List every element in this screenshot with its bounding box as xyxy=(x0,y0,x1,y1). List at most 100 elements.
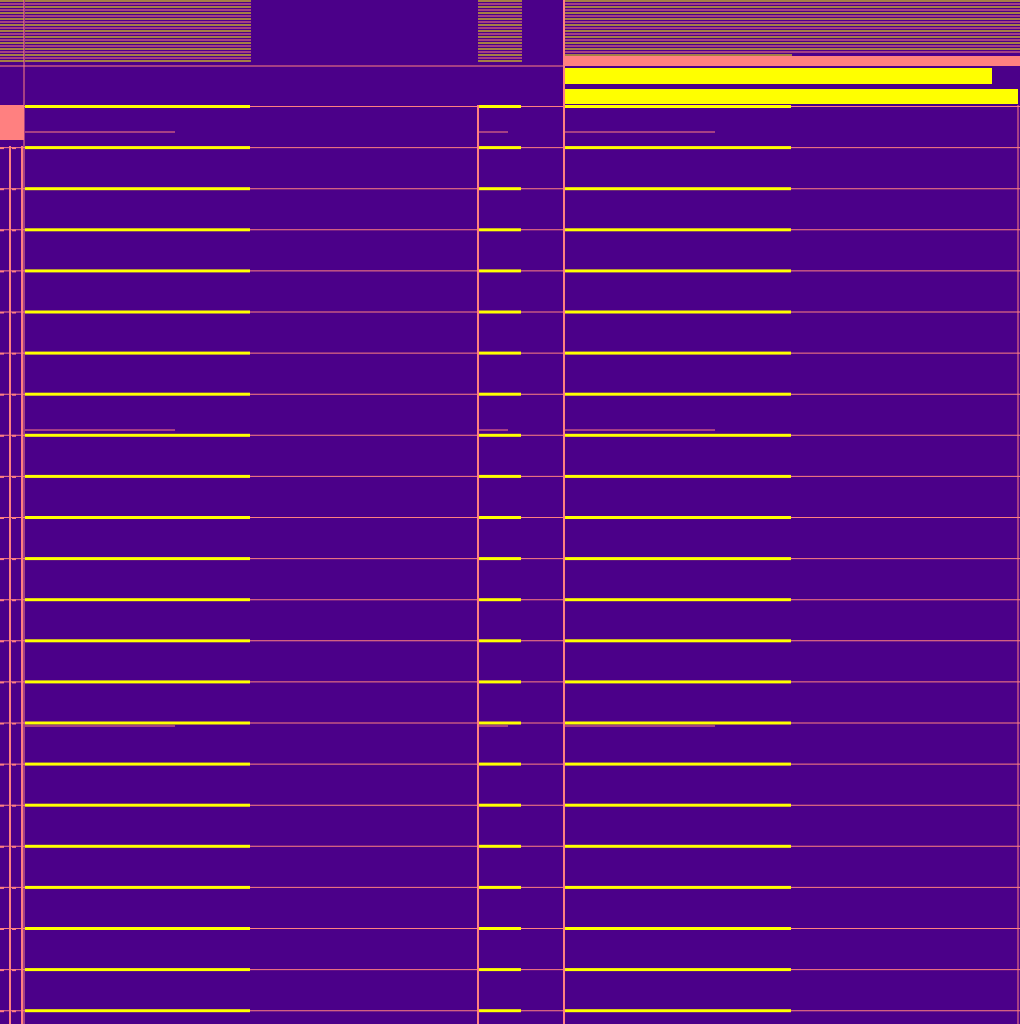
row-marker xyxy=(12,517,16,519)
row-marker xyxy=(0,475,4,478)
row-marker xyxy=(12,106,16,108)
row-highlight xyxy=(478,269,521,273)
row-marker xyxy=(12,599,16,602)
row-highlight xyxy=(565,433,791,437)
row-highlight xyxy=(565,598,791,602)
row-highlight xyxy=(25,762,250,766)
row-marker xyxy=(0,681,4,684)
row-marker xyxy=(0,188,4,191)
row-highlight xyxy=(565,1009,791,1013)
row-highlight xyxy=(478,1009,521,1013)
row-marker xyxy=(0,311,4,314)
row-highlight xyxy=(478,598,521,602)
row-highlight xyxy=(478,803,521,807)
row-highlight xyxy=(478,639,521,643)
row-highlight xyxy=(25,474,250,478)
row-highlight xyxy=(565,269,791,273)
row-highlight xyxy=(25,433,250,437)
header-stripes xyxy=(0,0,1020,62)
row-highlight xyxy=(25,968,250,972)
row-highlight xyxy=(25,885,250,889)
row-highlight xyxy=(565,762,791,766)
row-marker xyxy=(0,106,4,108)
row-highlight xyxy=(565,310,791,314)
row-marker xyxy=(12,558,16,561)
row-marker xyxy=(12,311,16,314)
row-highlight xyxy=(565,474,791,478)
row-marker xyxy=(0,270,4,273)
row-marker xyxy=(12,845,16,848)
row-highlight xyxy=(478,146,521,150)
row-marker xyxy=(12,475,16,478)
rows xyxy=(0,105,1020,1013)
row-marker xyxy=(0,229,4,232)
row-marker xyxy=(0,969,4,972)
row-marker xyxy=(12,229,16,232)
row-highlight xyxy=(478,433,521,437)
row-highlight xyxy=(25,803,250,807)
row-highlight xyxy=(478,721,521,725)
row-highlight xyxy=(565,803,791,807)
row-highlight xyxy=(25,598,250,602)
row-highlight xyxy=(565,187,791,191)
row-highlight xyxy=(565,844,791,848)
row-marker xyxy=(12,886,16,889)
row-highlight xyxy=(565,105,791,108)
row-highlight xyxy=(565,721,791,725)
row-highlight xyxy=(565,557,791,561)
row-highlight xyxy=(565,680,791,684)
row-highlight xyxy=(565,516,791,519)
row-highlight xyxy=(478,680,521,684)
row-highlight xyxy=(478,516,521,519)
row-highlight xyxy=(25,310,250,314)
row-marker xyxy=(0,928,4,930)
row-highlight xyxy=(25,269,250,273)
row-highlight xyxy=(25,721,250,725)
row-highlight xyxy=(565,968,791,972)
row-marker xyxy=(12,393,16,396)
row-marker xyxy=(0,434,4,437)
row-marker xyxy=(0,393,4,396)
row-marker xyxy=(0,722,4,725)
row-highlight xyxy=(478,762,521,766)
row-marker xyxy=(12,270,16,273)
row-highlight xyxy=(478,927,521,930)
row-marker xyxy=(0,763,4,766)
row-highlight xyxy=(478,351,521,355)
row-marker xyxy=(12,640,16,643)
row-highlight xyxy=(25,187,250,191)
row-highlight xyxy=(25,1009,250,1013)
column-dividers xyxy=(9,0,1019,1024)
row-marker xyxy=(0,517,4,519)
row-marker xyxy=(0,640,4,643)
row-marker xyxy=(12,722,16,725)
row-marker xyxy=(0,1010,4,1013)
row-marker xyxy=(12,1010,16,1013)
row-marker xyxy=(12,804,16,807)
row-highlight xyxy=(25,844,250,848)
row-highlight xyxy=(565,392,791,396)
row-highlight xyxy=(25,927,250,930)
side-block xyxy=(0,105,24,140)
row-marker xyxy=(12,969,16,972)
row-highlight xyxy=(565,351,791,355)
row-highlight xyxy=(478,310,521,314)
row-marker xyxy=(12,147,16,150)
row-highlight xyxy=(478,392,521,396)
row-marker xyxy=(0,886,4,889)
row-marker xyxy=(12,928,16,930)
row-highlight xyxy=(25,392,250,396)
row-marker xyxy=(0,352,4,355)
row-highlight xyxy=(478,557,521,561)
row-highlight xyxy=(25,639,250,643)
row-highlight xyxy=(565,885,791,889)
row-marker xyxy=(12,681,16,684)
row-marker xyxy=(0,147,4,150)
row-marker xyxy=(12,352,16,355)
row-highlight xyxy=(25,557,250,561)
row-marker xyxy=(12,188,16,191)
row-highlight xyxy=(565,146,791,150)
row-highlight xyxy=(25,516,250,519)
row-highlight xyxy=(565,927,791,930)
